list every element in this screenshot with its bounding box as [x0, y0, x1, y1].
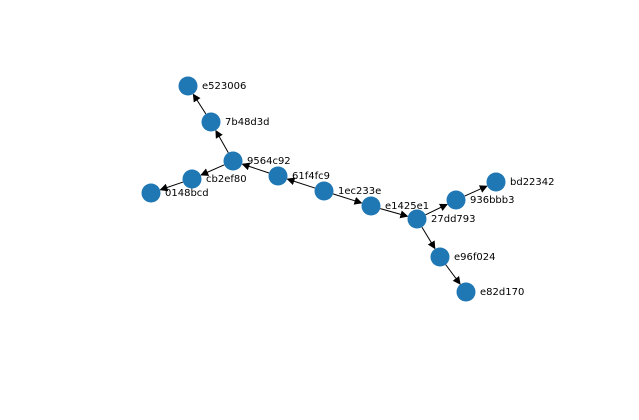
edge-cb2ef80-to-0148bcd: [159, 181, 184, 192]
node-e523006[interactable]: [178, 76, 198, 96]
node-61f4fc9[interactable]: [268, 166, 288, 186]
node-label-9564c92: 9564c92: [247, 156, 291, 167]
node-27dd793[interactable]: [407, 209, 427, 229]
node-936bbb3[interactable]: [446, 190, 466, 210]
node-label-e523006: e523006: [202, 81, 246, 92]
edge-e96f024-to-e82d170: [445, 264, 461, 285]
node-bd22342[interactable]: [486, 172, 506, 192]
node-cb2ef80[interactable]: [182, 169, 202, 189]
edges-layer: [159, 93, 488, 285]
node-label-1ec233e: 1ec233e: [338, 186, 381, 197]
node-label-7b48d3d: 7b48d3d: [225, 117, 270, 128]
node-7b48d3d[interactable]: [201, 112, 221, 132]
edge-7b48d3d-to-e523006: [192, 93, 207, 115]
edge-e1425e1-to-27dd793: [380, 208, 409, 219]
node-label-0148bcd: 0148bcd: [165, 188, 209, 199]
nodes-layer: [141, 76, 506, 302]
edge-1ec233e-to-e1425e1: [332, 193, 363, 205]
node-label-e1425e1: e1425e1: [385, 201, 429, 212]
edge-61f4fc9-to-9564c92: [241, 162, 270, 174]
node-e82d170[interactable]: [456, 282, 476, 302]
node-label-e96f024: e96f024: [454, 252, 495, 263]
node-label-bd22342: bd22342: [510, 177, 555, 188]
node-e96f024[interactable]: [430, 247, 450, 267]
node-label-cb2ef80: cb2ef80: [206, 174, 247, 185]
node-label-e82d170: e82d170: [480, 287, 524, 298]
edge-9564c92-to-7b48d3d: [215, 129, 229, 153]
edge-9564c92-to-cb2ef80: [200, 164, 225, 176]
node-label-61f4fc9: 61f4fc9: [292, 171, 330, 182]
node-label-936bbb3: 936bbb3: [470, 195, 515, 206]
edge-27dd793-to-936bbb3: [425, 203, 448, 216]
edge-936bbb3-to-bd22342: [464, 185, 488, 197]
node-label-27dd793: 27dd793: [431, 214, 476, 225]
node-0148bcd[interactable]: [141, 183, 161, 203]
node-9564c92[interactable]: [223, 151, 243, 171]
edge-1ec233e-to-61f4fc9: [286, 177, 316, 189]
node-e1425e1[interactable]: [361, 196, 381, 216]
edge-27dd793-to-e96f024: [421, 226, 436, 250]
node-1ec233e[interactable]: [314, 181, 334, 201]
